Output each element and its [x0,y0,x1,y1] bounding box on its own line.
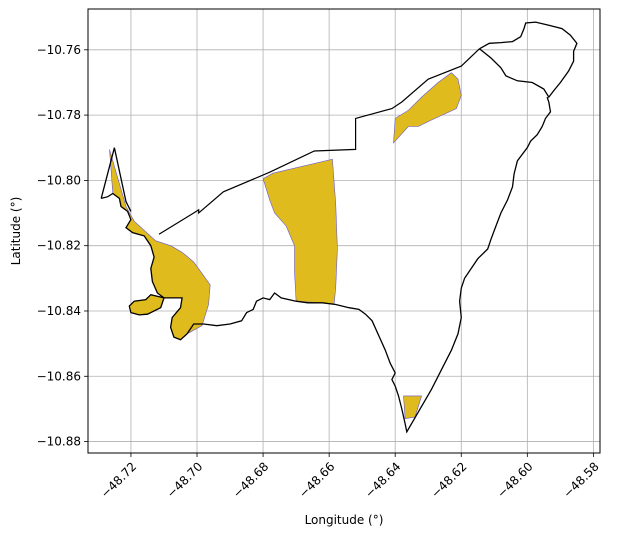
boundary-northeast [478,21,578,99]
y-tick-label: −10.86 [37,369,81,383]
x-axis: −48.72 −48.70 −48.68 −48.66 −48.64 −48.62 −48.… [98,453,602,501]
boundary-outline [100,21,578,434]
boundary-west-spike [100,147,132,212]
y-tick-label: −10.88 [37,435,81,449]
plot-background [88,9,600,453]
y-axis: −10.76 −10.78 −10.80 −10.82 −10.84 −10.86 −10.… [37,43,88,449]
y-tick-label: −10.80 [37,173,81,187]
filled-regions [109,72,462,420]
plot-frame [87,8,601,454]
x-tick-label: −48.68 [230,459,271,500]
x-tick-label: −48.72 [98,459,139,500]
y-axis-title: Latitude (°) [9,197,23,266]
x-tick-label: −48.70 [164,459,205,500]
region-3 [393,72,462,144]
x-tick-label: −48.62 [428,459,469,500]
y-tick-label: −10.76 [37,43,81,57]
boundary-north-edge [158,48,480,235]
y-tick-label: −10.78 [37,108,81,122]
y-tick-label: −10.82 [37,239,81,253]
x-tick-label: −48.64 [362,459,403,500]
y-tick-label: −10.84 [37,304,81,318]
boundary-main [101,96,552,434]
grid [88,9,600,453]
x-tick-label: −48.60 [494,459,535,500]
x-tick-label: −48.66 [296,459,337,500]
x-tick-label: −48.58 [560,459,601,500]
x-axis-title: Longitude (°) [305,513,384,527]
